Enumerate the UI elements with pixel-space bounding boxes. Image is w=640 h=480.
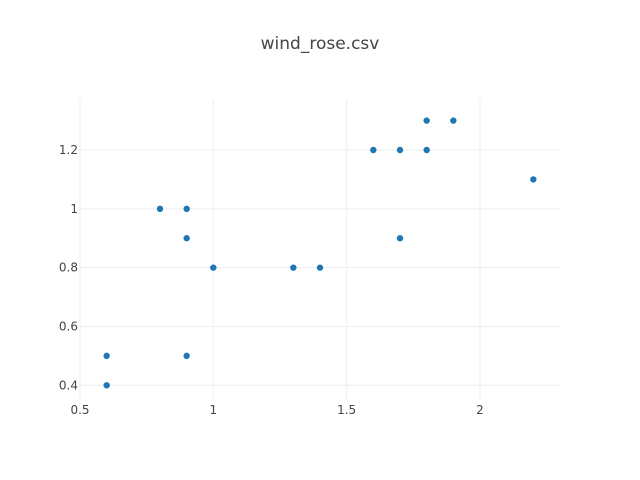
data-point[interactable] [183,205,190,213]
y-axis-ticks: 0.4 0.6 0.8 1 1.2 [59,143,78,392]
x-tick-label: 1.5 [337,403,356,417]
data-point[interactable] [370,146,377,154]
data-point[interactable] [530,176,537,183]
data-point[interactable] [423,117,430,124]
y-tick-label: 0.4 [59,378,78,392]
data-points [103,117,537,389]
x-tick-label: 1 [210,403,218,417]
data-point[interactable] [290,264,297,271]
data-point[interactable] [183,352,190,360]
data-point[interactable] [316,264,324,271]
data-point[interactable] [396,146,404,154]
data-point[interactable] [396,235,404,242]
grid-lines [79,100,560,400]
x-axis-ticks: 0.5 1 1.5 2 [70,403,483,417]
x-tick-label: 2 [476,403,484,417]
data-point[interactable] [103,352,110,360]
x-tick-label: 0.5 [70,403,89,417]
y-tick-label: 0.6 [59,319,78,333]
y-tick-label: 0.8 [59,261,78,275]
y-tick-label: 1 [70,202,78,216]
data-point[interactable] [103,382,110,389]
data-point[interactable] [450,117,457,124]
data-point[interactable] [156,205,164,213]
data-point[interactable] [423,146,430,154]
y-tick-label: 1.2 [59,143,78,157]
chart-title: wind_rose.csv [260,34,380,54]
data-point[interactable] [183,235,190,242]
data-point[interactable] [210,264,217,271]
